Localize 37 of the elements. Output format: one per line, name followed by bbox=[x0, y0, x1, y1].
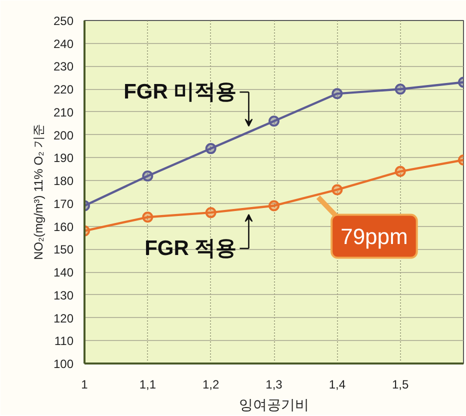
y-tick-label: 190 bbox=[53, 151, 74, 166]
point bbox=[268, 116, 280, 127]
y-tick-label: 200 bbox=[53, 128, 74, 142]
y-tick-label: 240 bbox=[53, 36, 74, 51]
x-tick-label: 1,5 bbox=[392, 378, 409, 392]
y-tick-label: 250 bbox=[53, 14, 74, 28]
y-tick-label: 120 bbox=[53, 311, 74, 326]
point bbox=[142, 170, 154, 182]
y-tick-label: 170 bbox=[53, 196, 74, 211]
point bbox=[268, 200, 280, 212]
series-label: FGR 미적용 bbox=[124, 80, 237, 104]
point bbox=[205, 143, 216, 154]
y-tick-label: 140 bbox=[53, 266, 74, 280]
point bbox=[332, 88, 343, 100]
y-tick-label: 100 bbox=[53, 357, 74, 371]
y-tick-label: 180 bbox=[53, 174, 74, 188]
x-axis-title: 잉여공기비 bbox=[239, 396, 309, 412]
y-tick-label: 110 bbox=[54, 334, 74, 348]
x-tick-label: 1,2 bbox=[202, 378, 220, 392]
point bbox=[205, 207, 216, 218]
y-tick-label: 130 bbox=[53, 288, 74, 302]
x-tick-label: 1,3 bbox=[266, 378, 283, 392]
point bbox=[394, 84, 406, 95]
y-tick-label: 230 bbox=[53, 60, 74, 74]
series-label: FGR 적용 bbox=[144, 236, 237, 260]
annotation: 79ppm bbox=[340, 224, 408, 249]
point bbox=[394, 166, 406, 177]
point bbox=[142, 212, 154, 223]
y-tick-label: 150 bbox=[53, 242, 74, 257]
x-tick-label: 1,4 bbox=[328, 378, 346, 392]
y-tick-label: 210 bbox=[53, 105, 74, 120]
x-tick-label: 1,1 bbox=[139, 378, 156, 392]
x-tick-label: 1 bbox=[81, 378, 88, 392]
y-tick-label: 220 bbox=[53, 82, 74, 97]
y-tick-label: 160 bbox=[53, 220, 74, 234]
y-axis-title: NO₂(mg/m³) 11% O₂ 기준 bbox=[31, 124, 46, 260]
point bbox=[332, 184, 343, 196]
